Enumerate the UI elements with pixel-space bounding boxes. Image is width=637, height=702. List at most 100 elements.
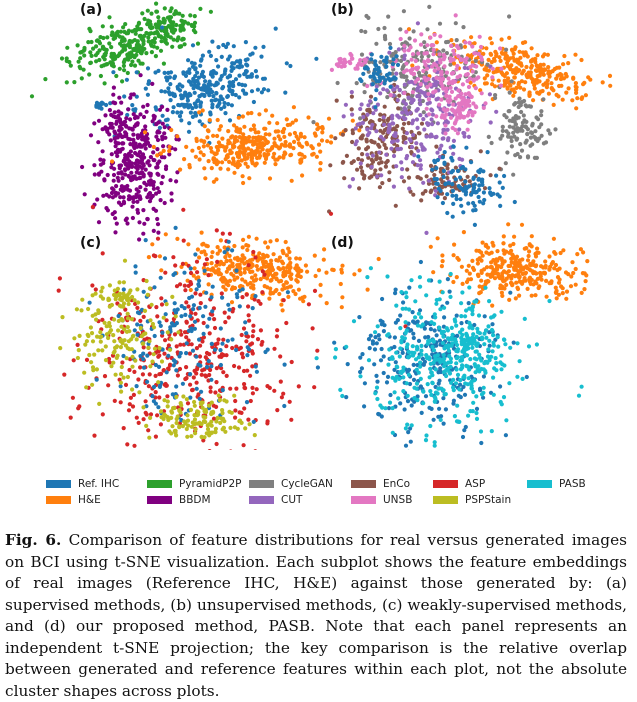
scatter-point — [418, 102, 422, 106]
scatter-point — [383, 35, 387, 39]
scatter-point — [574, 267, 578, 271]
scatter-point — [282, 135, 286, 139]
scatter-point — [189, 288, 193, 292]
scatter-point — [575, 252, 579, 256]
scatter-point — [129, 154, 133, 158]
scatter-point — [90, 283, 94, 287]
scatter-point — [511, 94, 515, 98]
scatter-point — [507, 298, 511, 302]
scatter-point — [140, 11, 144, 15]
scatter-point — [156, 15, 160, 19]
scatter-point — [539, 113, 543, 117]
scatter-point — [499, 59, 503, 63]
scatter-point — [436, 182, 440, 186]
scatter-point — [154, 374, 158, 378]
scatter-point — [89, 360, 93, 364]
scatter-point — [218, 421, 222, 425]
scatter-point — [387, 170, 391, 174]
scatter-point — [201, 108, 205, 112]
scatter-point — [307, 302, 311, 306]
scatter-point — [541, 97, 545, 101]
scatter-point — [135, 208, 139, 212]
scatter-point — [159, 89, 163, 93]
scatter-point — [318, 150, 322, 154]
scatter-point — [259, 256, 263, 260]
scatter-point — [183, 288, 187, 292]
scatter-point — [426, 92, 430, 96]
scatter-point — [462, 428, 466, 432]
scatter-point — [152, 253, 156, 257]
scatter-point — [226, 155, 230, 159]
scatter-point — [144, 411, 148, 415]
scatter-point — [117, 201, 121, 205]
scatter-point — [94, 318, 98, 322]
scatter-point — [457, 109, 461, 113]
scatter-point — [443, 55, 447, 59]
scatter-point — [176, 414, 180, 418]
scatter-point — [288, 257, 292, 261]
scatter-point — [120, 141, 124, 145]
scatter-point — [552, 103, 556, 107]
scatter-point — [122, 120, 126, 124]
scatter-point — [454, 177, 458, 181]
scatter-point — [98, 41, 102, 45]
scatter-point — [98, 330, 102, 334]
scatter-point — [193, 252, 197, 256]
scatter-point — [146, 103, 150, 107]
scatter-point — [238, 64, 242, 68]
scatter-point — [404, 307, 408, 311]
scatter-point — [131, 133, 135, 137]
scatter-point — [116, 354, 120, 358]
scatter-point — [248, 53, 252, 57]
scatter-point — [164, 232, 168, 236]
scatter-point — [135, 43, 139, 47]
scatter-point — [173, 74, 177, 78]
scatter-point — [424, 231, 428, 235]
scatter-point — [207, 352, 211, 356]
scatter-point — [113, 288, 117, 292]
scatter-point — [352, 272, 356, 276]
scatter-point — [284, 144, 288, 148]
scatter-point — [521, 377, 525, 381]
scatter-point — [161, 175, 165, 179]
scatter-point — [365, 65, 369, 69]
scatter-point — [449, 116, 453, 120]
scatter-point — [366, 103, 370, 107]
scatter-point — [173, 308, 177, 312]
scatter-point — [159, 409, 163, 413]
scatter-point — [234, 387, 238, 391]
scatter-point — [472, 79, 476, 83]
scatter-point — [283, 286, 287, 290]
scatter-point — [174, 23, 178, 27]
scatter-point — [111, 333, 115, 337]
scatter-point — [210, 99, 214, 103]
scatter-point — [161, 122, 165, 126]
scatter-point — [455, 275, 459, 279]
scatter-point — [471, 63, 475, 67]
scatter-point — [396, 106, 400, 110]
scatter-point — [223, 147, 227, 151]
scatter-point — [369, 95, 373, 99]
scatter-point — [254, 136, 258, 140]
scatter-point — [499, 67, 503, 71]
scatter-point — [431, 43, 435, 47]
scatter-point — [548, 71, 552, 75]
scatter-point — [137, 311, 141, 315]
scatter-point — [425, 27, 429, 31]
scatter-point — [379, 55, 383, 59]
scatter-point — [554, 286, 558, 290]
scatter-point — [474, 299, 478, 303]
scatter-point — [378, 60, 382, 64]
scatter-point — [154, 363, 158, 367]
scatter-point — [131, 200, 135, 204]
scatter-point — [288, 275, 292, 279]
scatter-point — [136, 300, 140, 304]
scatter-point — [183, 330, 187, 334]
scatter-point — [448, 295, 452, 299]
scatter-point — [180, 84, 184, 88]
scatter-point — [148, 416, 152, 420]
scatter-point — [112, 351, 116, 355]
scatter-point — [194, 103, 198, 107]
scatter-point — [243, 92, 247, 96]
scatter-point — [127, 368, 131, 372]
